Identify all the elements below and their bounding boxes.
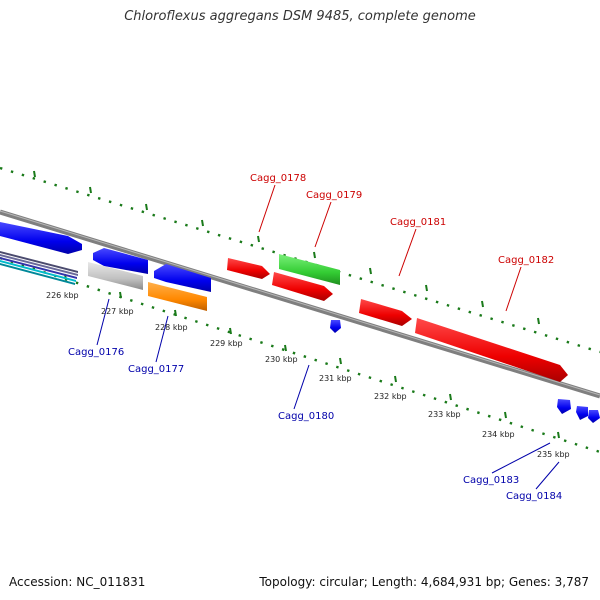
scale-label: 232 kbp bbox=[374, 392, 407, 401]
gene-arrow bbox=[154, 264, 211, 292]
gene-arrow bbox=[93, 248, 148, 274]
gene-arrow bbox=[359, 299, 412, 326]
gene-arrow bbox=[0, 222, 82, 254]
gene-arrow bbox=[588, 410, 600, 423]
gene-label[interactable]: Cagg_0181 bbox=[390, 217, 446, 228]
gene-labels-forward: Cagg_0178 Cagg_0179 Cagg_0181 Cagg_0182 bbox=[250, 173, 554, 266]
gene-label[interactable]: Cagg_0184 bbox=[506, 491, 562, 502]
outer-dotted-track bbox=[0, 166, 600, 354]
scale-label: 233 kbp bbox=[428, 410, 461, 419]
inner-dotted-track bbox=[0, 256, 600, 454]
scale-label: 235 kbp bbox=[537, 450, 570, 459]
scale-labels: 226 kbp 227 kbp 228 kbp 229 kbp 230 kbp … bbox=[46, 291, 570, 459]
gene-features bbox=[0, 222, 600, 423]
gene-label[interactable]: Cagg_0183 bbox=[463, 475, 519, 486]
outer-major-ticks bbox=[33, 170, 540, 325]
scale-label: 228 kbp bbox=[155, 323, 188, 332]
left-stacked-tracks bbox=[0, 251, 78, 285]
gene-arrow bbox=[557, 399, 571, 414]
accession-text: Accession: NC_011831 bbox=[9, 575, 146, 589]
genome-backbone bbox=[0, 209, 600, 399]
gene-arrow bbox=[330, 320, 341, 333]
scale-label: 234 kbp bbox=[482, 430, 515, 439]
gene-label[interactable]: Cagg_0179 bbox=[306, 190, 362, 201]
map-title: Chloroflexus aggregans DSM 9485, complet… bbox=[124, 9, 476, 24]
gene-arrow bbox=[272, 272, 333, 301]
scale-label: 229 kbp bbox=[210, 339, 243, 348]
gene-arrow bbox=[279, 254, 340, 285]
scale-label: 231 kbp bbox=[319, 374, 352, 383]
gene-arrow bbox=[88, 262, 143, 290]
leader-lines-forward bbox=[258, 184, 522, 312]
gene-labels-reverse: Cagg_0176 Cagg_0177 Cagg_0180 Cagg_0183 … bbox=[68, 347, 562, 502]
gene-arrow bbox=[148, 282, 207, 311]
scale-label: 230 kbp bbox=[265, 355, 298, 364]
scale-label: 227 kbp bbox=[101, 307, 134, 316]
gene-label[interactable]: Cagg_0178 bbox=[250, 173, 306, 184]
gene-label[interactable]: Cagg_0182 bbox=[498, 255, 554, 266]
gene-label[interactable]: Cagg_0177 bbox=[128, 364, 184, 375]
gene-arrow bbox=[415, 318, 568, 382]
gene-arrow bbox=[227, 258, 270, 279]
gene-label[interactable]: Cagg_0180 bbox=[278, 411, 334, 422]
genome-summary-text: Topology: circular; Length: 4,684,931 bp… bbox=[259, 575, 589, 589]
gene-label[interactable]: Cagg_0176 bbox=[68, 347, 124, 358]
leader-lines-reverse bbox=[96, 298, 560, 490]
gene-arrow bbox=[576, 406, 588, 420]
scale-label: 226 kbp bbox=[46, 291, 79, 300]
